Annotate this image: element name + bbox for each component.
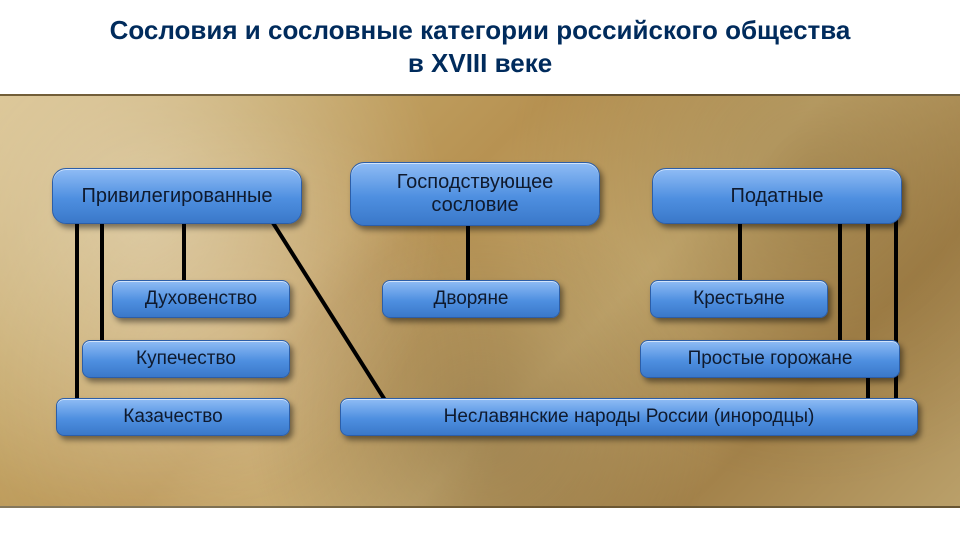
node-peasants: Крестьяне <box>650 280 828 318</box>
node-cossacks: Казачество <box>56 398 290 436</box>
node-label: Купечество <box>136 348 236 370</box>
node-label: Крестьяне <box>693 288 785 310</box>
diagram-stage: Сословия и сословные категории российско… <box>0 0 960 540</box>
node-label: Дворяне <box>433 288 508 310</box>
page-title: Сословия и сословные категории российско… <box>0 14 960 79</box>
node-label: Привилегированные <box>81 185 272 208</box>
node-label: Духовенство <box>145 288 257 310</box>
node-ruling: Господствующее сословие <box>350 162 600 226</box>
node-clergy: Духовенство <box>112 280 290 318</box>
title-line-2: в XVIII веке <box>0 47 960 80</box>
node-priv: Привилегированные <box>52 168 302 224</box>
node-label: Господствующее сословие <box>359 171 591 217</box>
node-townsfolk: Простые горожане <box>640 340 900 378</box>
node-nonslavic: Неславянские народы России (инородцы) <box>340 398 918 436</box>
node-label: Податные <box>730 185 823 208</box>
node-label: Простые горожане <box>688 348 853 370</box>
node-tax: Податные <box>652 168 902 224</box>
node-label: Неславянские народы России (инородцы) <box>444 406 815 428</box>
node-nobles: Дворяне <box>382 280 560 318</box>
node-label: Казачество <box>123 406 222 428</box>
title-line-1: Сословия и сословные категории российско… <box>0 14 960 47</box>
node-merchants: Купечество <box>82 340 290 378</box>
